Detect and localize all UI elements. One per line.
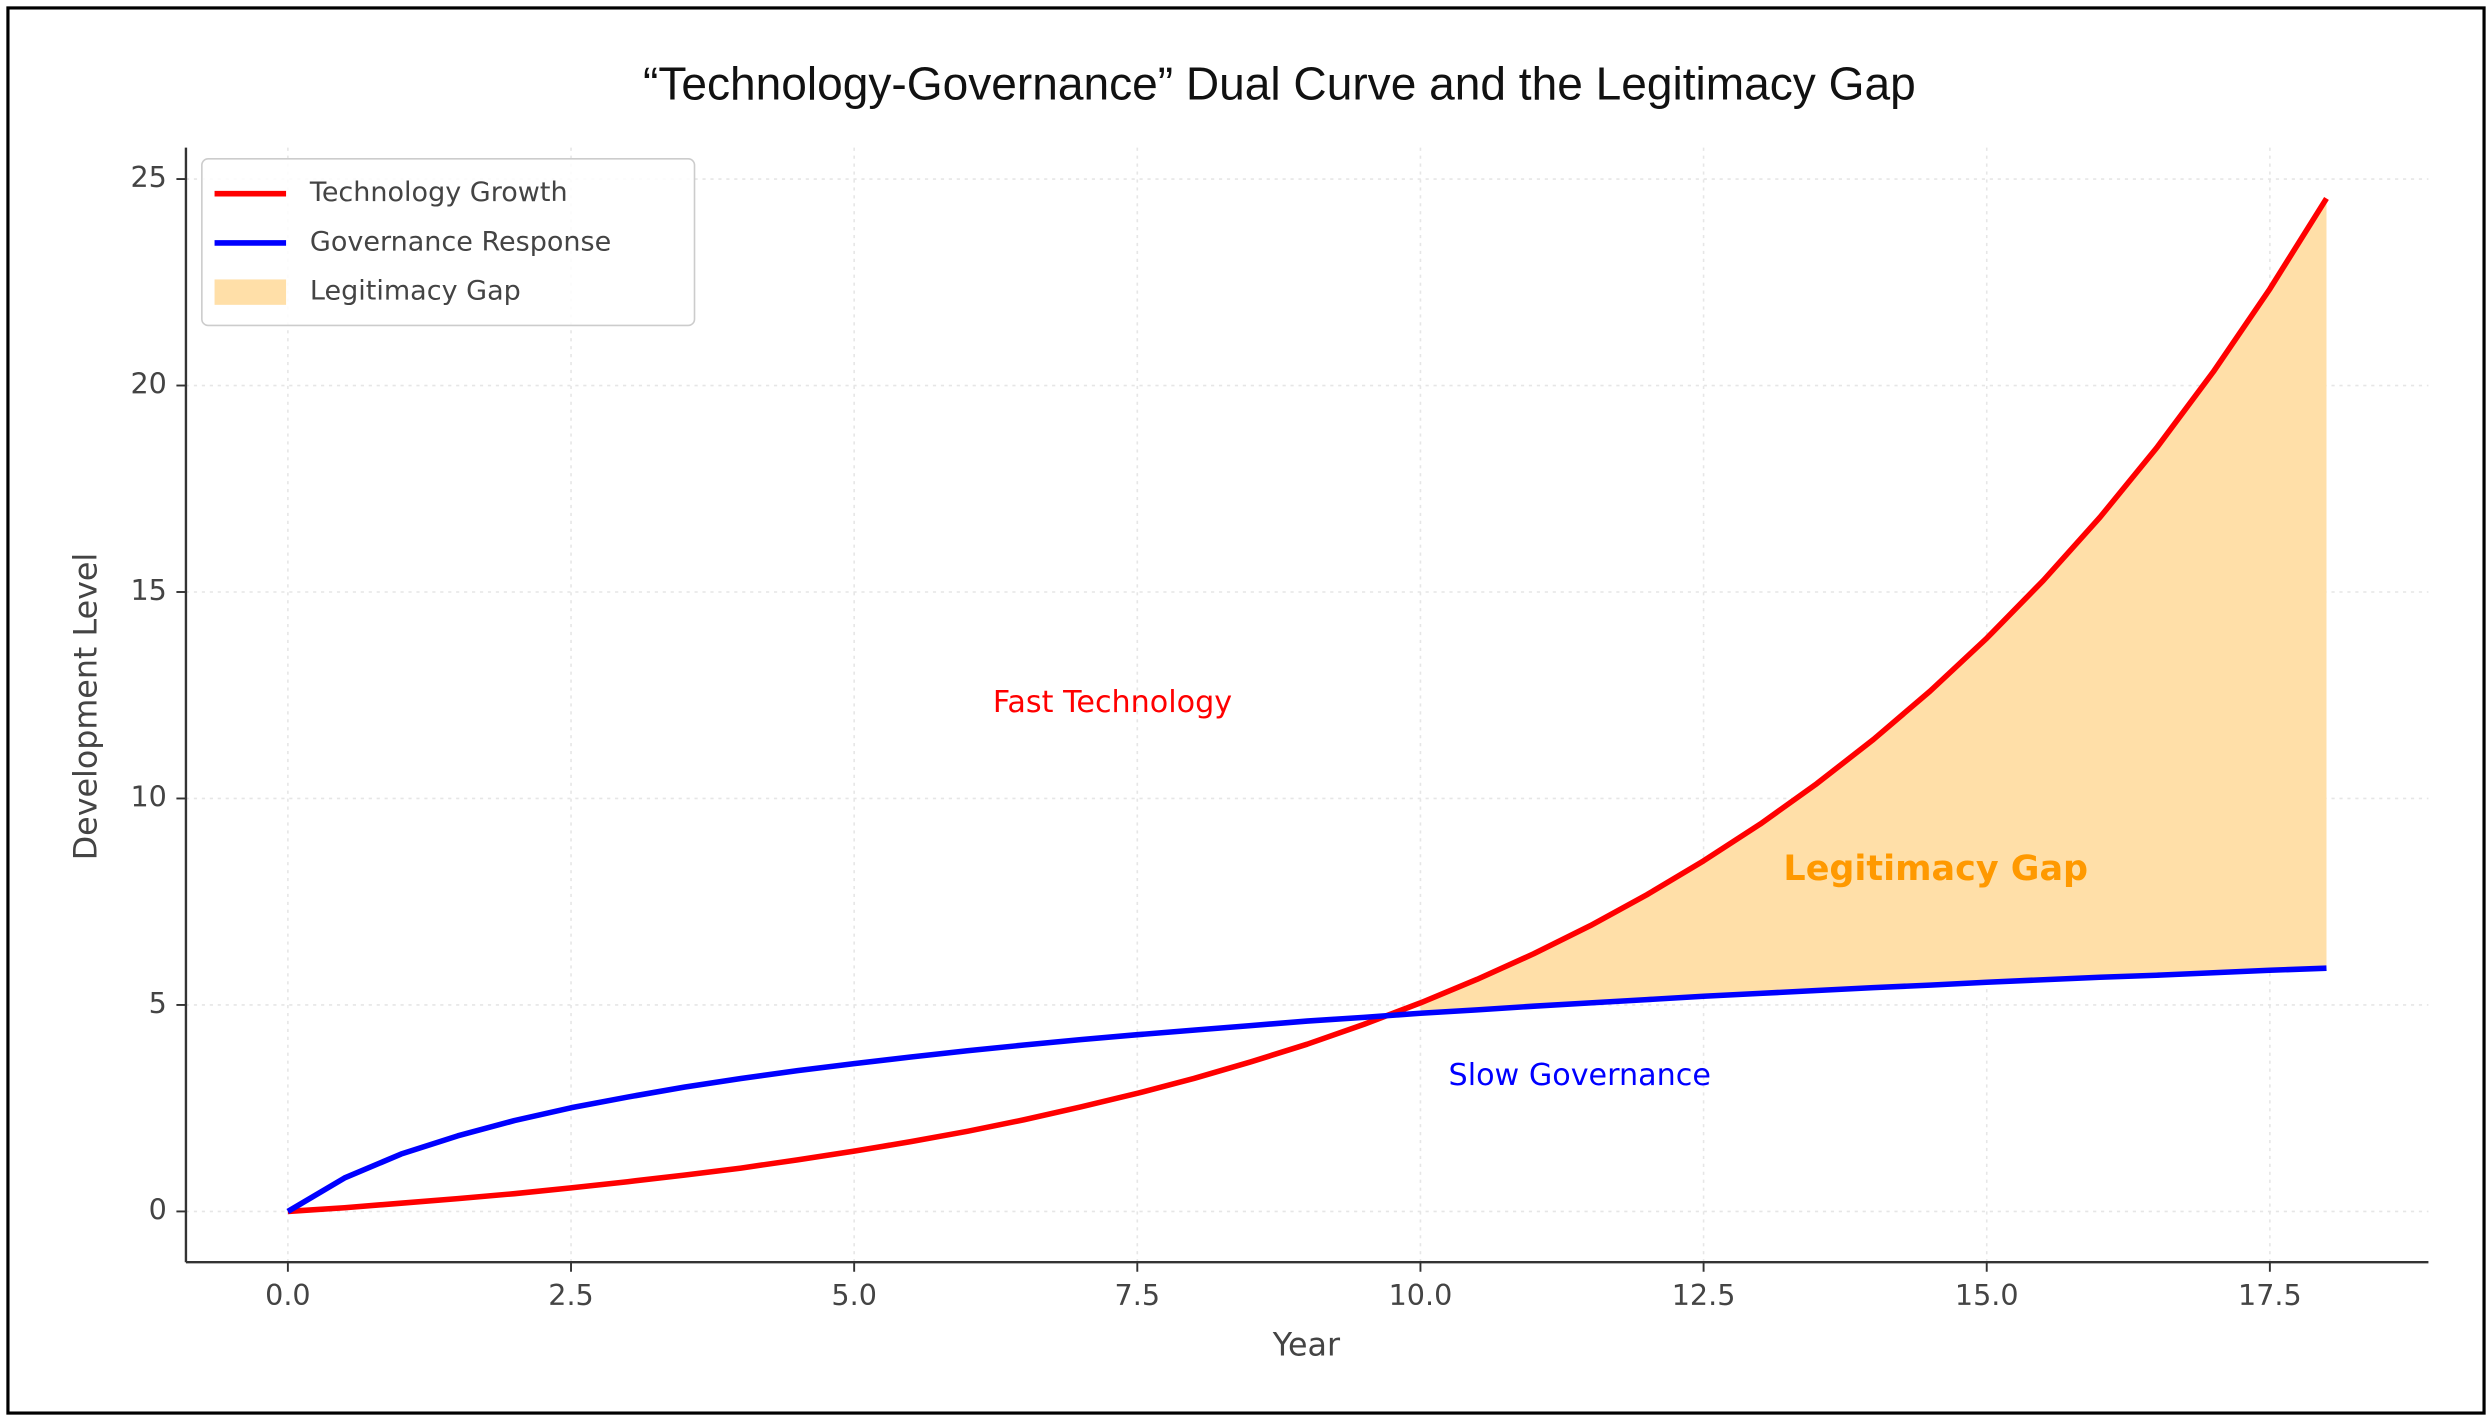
- annotation: Fast Technology: [993, 685, 1232, 720]
- legend-label: Governance Response: [310, 226, 611, 257]
- x-tick-label: 0.0: [265, 1278, 310, 1312]
- y-tick-label: 25: [130, 160, 166, 194]
- axes: 0.0 2.5 5.0 7.5 10.0 12.5 15.0 17.5 0 5 10 15 20 25: [130, 147, 2429, 1312]
- annotation: Legitimacy Gap: [1783, 849, 2088, 889]
- y-tick-label: 20: [130, 367, 166, 401]
- y-tick-label: 5: [149, 986, 167, 1020]
- legend-label: Technology Growth: [309, 177, 568, 208]
- legend-swatch: [214, 279, 287, 305]
- y-tick-label: 0: [149, 1192, 167, 1226]
- legend-label: Legitimacy Gap: [310, 276, 521, 307]
- legend: Technology Growth Governance Response Legi…: [201, 157, 696, 327]
- chart-title: “Technology-Governance” Dual Curve and t…: [643, 58, 1916, 110]
- gap-area: [1420, 198, 2327, 1014]
- y-axis-label: Development Level: [68, 553, 104, 860]
- x-tick-label: 10.0: [1389, 1278, 1453, 1312]
- y-tick-label: 10: [130, 779, 166, 813]
- legend-box: [201, 157, 696, 327]
- x-tick-label: 5.0: [831, 1278, 876, 1312]
- series-line: [287, 196, 2329, 1215]
- x-tick-label: 17.5: [2238, 1278, 2302, 1312]
- y-tick-label: 15: [130, 573, 166, 607]
- x-tick-label: 12.5: [1672, 1278, 1736, 1312]
- x-axis-label: Year: [1272, 1327, 1341, 1363]
- plot-area: Fast Technology Slow Governance Legitimacy…: [286, 196, 2329, 1215]
- x-tick-label: 15.0: [1955, 1278, 2019, 1312]
- annotation: Slow Governance: [1449, 1058, 1711, 1093]
- x-tick-label: 2.5: [548, 1278, 593, 1312]
- x-tick-label: 7.5: [1115, 1278, 1160, 1312]
- series-line: [286, 965, 2327, 1214]
